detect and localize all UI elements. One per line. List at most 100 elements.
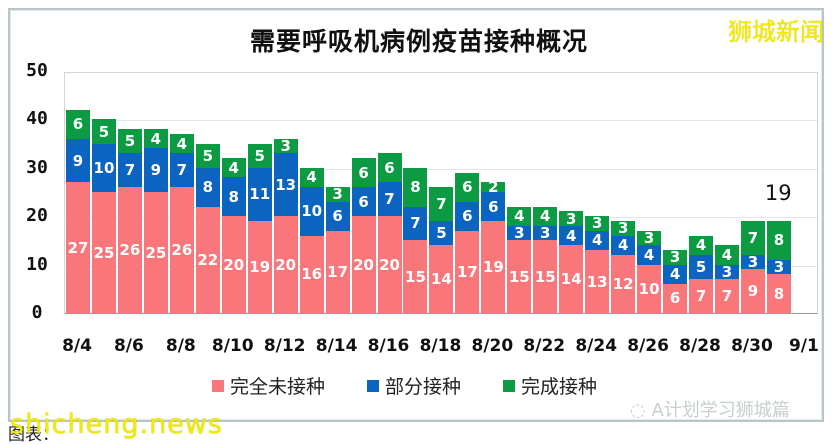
- y-tick-label: 10: [26, 253, 48, 275]
- bar-segment-p: 4: [585, 230, 610, 251]
- bar-segment-f: 6: [66, 109, 90, 139]
- bar-segment-u: 25: [91, 192, 116, 313]
- bar-segment-u: 8: [766, 274, 791, 313]
- bar-segment-p: 8: [195, 167, 220, 207]
- bar-8-9: 22 8 5: [195, 143, 220, 313]
- bar-segment-p: 10: [91, 143, 116, 192]
- legend-item-u: 完全未接种: [212, 372, 325, 399]
- y-tick-label: 30: [26, 156, 48, 178]
- bar-segment-u: 7: [715, 279, 739, 313]
- bar-segment-u: 17: [325, 230, 350, 313]
- y-tick-label: 20: [26, 205, 48, 227]
- legend-label: 完成接种: [521, 376, 598, 398]
- watermark: shicheng.news: [10, 409, 223, 440]
- x-tick-label: 8/8: [165, 336, 196, 356]
- bar-8-12: 20 13 3: [273, 137, 298, 313]
- bar-segment-p: 7: [169, 153, 194, 188]
- bar-segment-p: 9: [143, 148, 168, 192]
- bar-segment-p: 3: [715, 263, 739, 281]
- x-tick-label: 8/14: [315, 336, 358, 356]
- bar-segment-f: 8: [403, 167, 428, 207]
- bar-8-14: 17 6 3: [325, 185, 350, 313]
- bar-segment-p: 3: [507, 224, 532, 242]
- bar-8-13: 16 10 4: [299, 167, 324, 313]
- wechat-icon: ◌: [630, 400, 652, 421]
- bar-segment-u: 12: [611, 254, 636, 313]
- legend-swatch: [212, 379, 224, 392]
- bar-segment-p: 3: [533, 224, 558, 242]
- bar-segment-u: 19: [247, 221, 272, 313]
- bar-segment-p: 7: [117, 153, 142, 188]
- bar-8-4: 27 9 6: [66, 109, 90, 313]
- bar-segment-f: 4: [143, 129, 168, 149]
- plot-area: 27 9 6 25 10 5 26 7 5 25 9 4 26 7 4 22 8 5 20 8 4 19 11 5 20 13 3 1…: [64, 72, 818, 314]
- bar-8-20: 19 6 2: [481, 178, 506, 313]
- bar-segment-f: 8: [766, 221, 791, 260]
- bar-segment-u: 20: [351, 216, 376, 313]
- bar-segment-p: 4: [611, 235, 636, 255]
- bar-segment-u: 16: [299, 235, 324, 313]
- bar-segment-u: 20: [377, 216, 402, 313]
- bar-segment-p: 5: [429, 221, 454, 246]
- bar-8-17: 15 7 8: [403, 167, 428, 313]
- bar-8-15: 20 6 6: [351, 158, 376, 313]
- bar-segment-p: 6: [455, 201, 480, 231]
- legend-swatch: [367, 379, 380, 392]
- bar-8-18: 14 5 7: [429, 187, 454, 313]
- bar-segment-u: 15: [533, 240, 558, 313]
- source-label: 图表：: [8, 425, 59, 445]
- gridline: [65, 120, 817, 122]
- bar-segment-p: 5: [689, 254, 714, 280]
- bar-segment-u: 6: [663, 283, 688, 313]
- bar-segment-f: 6: [455, 172, 480, 202]
- bar-segment-p: 10: [299, 187, 324, 236]
- bar-segment-f: 6: [377, 153, 402, 183]
- bar-segment-u: 19: [481, 221, 506, 313]
- bar-8-19: 17 6 6: [455, 172, 480, 313]
- bar-segment-u: 9: [740, 269, 765, 313]
- bar-segment-u: 22: [195, 206, 220, 313]
- bar-segment-u: 20: [273, 216, 298, 313]
- bar-segment-u: 17: [455, 230, 480, 313]
- bar-8-26: 10 4 3: [637, 229, 662, 313]
- bar-segment-p: 6: [325, 201, 350, 231]
- bar-segment-p: 4: [663, 264, 688, 284]
- bar-segment-f: 3: [273, 137, 298, 155]
- bar-segment-f: 4: [221, 158, 246, 178]
- bar-segment-f: 5: [117, 129, 142, 154]
- bar-8-10: 20 8 4: [221, 158, 246, 313]
- legend-swatch: [503, 379, 516, 392]
- bar-segment-p: 11: [247, 167, 272, 222]
- x-tick-label: 8/6: [113, 336, 144, 356]
- bar-segment-u: 26: [169, 187, 194, 313]
- x-tick-label: 8/10: [211, 336, 254, 356]
- total-annotation: 19: [764, 181, 792, 205]
- bar-8-24: 13 4 3: [585, 214, 610, 313]
- x-tick-label: 8/12: [263, 336, 306, 356]
- bar-segment-f: 6: [351, 158, 376, 188]
- bar-segment-f: 2: [481, 178, 506, 196]
- bar-segment-u: 10: [637, 264, 662, 313]
- bar-segment-u: 25: [143, 192, 168, 313]
- bar-8-6: 26 7 5: [117, 129, 142, 313]
- bar-segment-p: 3: [740, 253, 765, 271]
- x-tick-label: 8/24: [575, 336, 618, 356]
- bar-segment-p: 6: [351, 187, 376, 217]
- bar-segment-u: 27: [66, 182, 90, 313]
- x-tick-label: 8/18: [419, 336, 462, 356]
- bar-segment-u: 26: [117, 187, 142, 313]
- bar-8-25: 12 4 3: [611, 219, 636, 313]
- bar-segment-f: 7: [740, 221, 765, 255]
- bar-segment-f: 5: [195, 143, 220, 168]
- bar-segment-u: 14: [429, 245, 454, 313]
- brand-logo: 狮城新闻: [728, 18, 824, 46]
- wechat-credit-text: A计划学习狮城篇: [651, 400, 790, 421]
- bar-segment-p: 7: [403, 206, 428, 241]
- bar-segment-p: 8: [221, 177, 246, 217]
- bar-segment-p: 3: [766, 258, 791, 276]
- bar-segment-u: 14: [559, 245, 584, 313]
- x-tick-label: 8/4: [62, 336, 92, 356]
- bar-8-16: 20 7 6: [377, 153, 402, 313]
